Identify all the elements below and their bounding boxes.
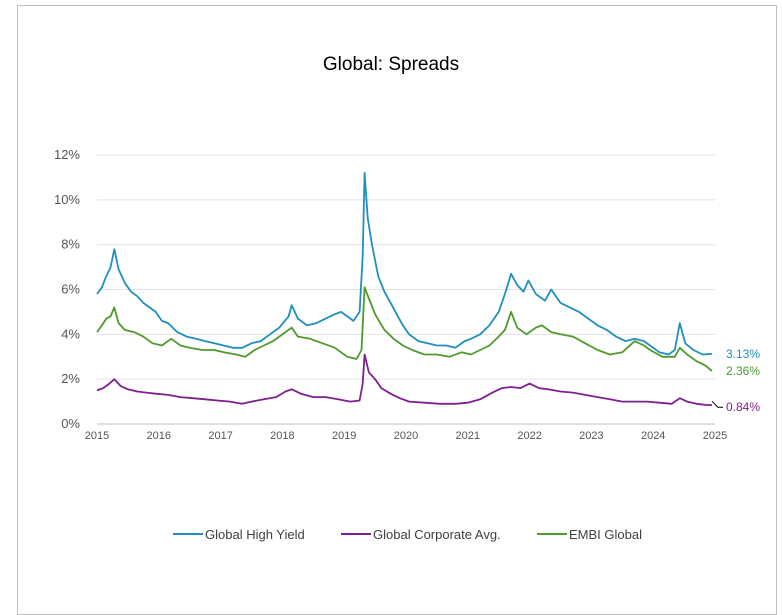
y-tick-label: 12% xyxy=(54,147,80,162)
x-tick-label: 2017 xyxy=(208,430,232,442)
legend-label: EMBI Global xyxy=(569,527,642,542)
x-tick-label: 2025 xyxy=(703,430,727,442)
series-line-global-corporate-avg xyxy=(96,353,712,407)
x-tick-label: 2016 xyxy=(147,430,171,442)
end-label: 0.84% xyxy=(726,400,760,414)
legend: Global High Yield Global Corporate Avg. EM… xyxy=(173,527,642,542)
series-line-embi-global xyxy=(96,286,713,372)
legend-label: Global Corporate Avg. xyxy=(373,527,501,542)
chart-area: 0% 2% 4% 6% 8% 10% 12% 2015 2016 2017 2018 2019 202… xyxy=(54,147,760,542)
y-tick-label: 8% xyxy=(61,237,80,252)
legend-label: Global High Yield xyxy=(205,527,305,542)
x-axis-ticks: 2015 2016 2017 2018 2019 2020 2021 2022 2023 2024… xyxy=(85,430,727,442)
x-tick-label: 2020 xyxy=(394,430,418,442)
x-tick-label: 2015 xyxy=(85,430,109,442)
y-tick-label: 4% xyxy=(61,326,80,341)
x-tick-label: 2018 xyxy=(270,430,294,442)
chart-frame xyxy=(17,5,777,615)
x-tick-label: 2024 xyxy=(641,430,665,442)
end-labels: 3.13% 0.84% 2.36% xyxy=(711,347,760,414)
y-tick-label: 0% xyxy=(61,416,80,431)
y-axis-ticks: 0% 2% 4% 6% 8% 10% 12% xyxy=(54,147,80,431)
x-tick-label: 2019 xyxy=(332,430,356,442)
x-tick-label: 2023 xyxy=(579,430,603,442)
chart-title: Global: Spreads xyxy=(322,54,460,75)
y-tick-label: 6% xyxy=(61,282,80,297)
end-label: 3.13% xyxy=(726,347,760,361)
end-label: 2.36% xyxy=(726,364,760,378)
series-lines xyxy=(96,172,713,407)
y-tick-label: 10% xyxy=(54,192,80,207)
x-tick-label: 2021 xyxy=(456,430,480,442)
x-tick-label: 2022 xyxy=(517,430,541,442)
series-line-global-high-yield xyxy=(96,172,712,356)
grid-lines xyxy=(97,154,715,425)
y-tick-label: 2% xyxy=(61,371,80,386)
end-label-leader xyxy=(711,400,723,408)
